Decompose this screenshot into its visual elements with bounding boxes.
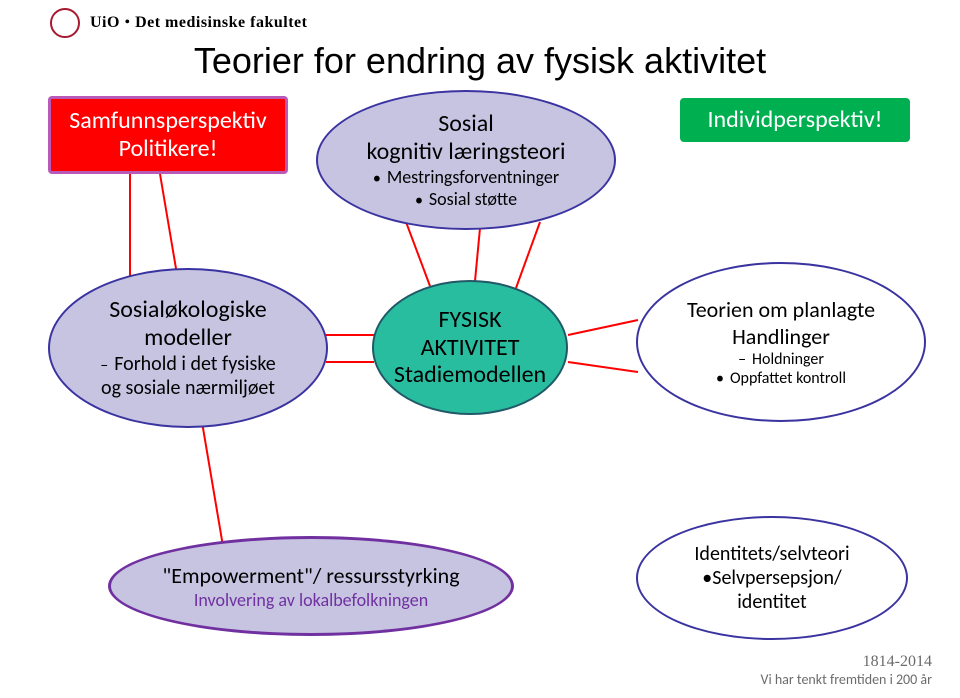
- node-fysisk-aktivitet: FYSISK AKTIVITET Stadiemodellen: [372, 280, 568, 415]
- text: Handlinger: [732, 323, 830, 350]
- node-sosialokologiske: Sosialøkologiske modeller –Forhold i det…: [48, 268, 328, 428]
- node-samfunnsperspektiv: Samfunnsperspektiv Politikere!: [48, 96, 288, 174]
- node-identitet: Identitets/selvteori •Selvpersepsjon/ id…: [636, 516, 908, 640]
- node-planlagte-handlinger: Teorien om planlagte Handlinger –Holdnin…: [636, 262, 926, 422]
- footer: 1814-2014 Vi har tenkt fremtiden i 200 å…: [761, 653, 933, 688]
- text: Sosialøkologiske: [109, 296, 266, 324]
- dash-icon: –: [738, 350, 746, 369]
- node-sosial-kognitiv: Sosial kognitiv læringsteori • Mestringsf…: [316, 90, 616, 230]
- text: Samfunnsperspektiv: [69, 107, 267, 135]
- text: modeller: [144, 324, 232, 352]
- text: og sosiale nærmiljøet: [101, 376, 275, 400]
- text: Sosial støtte: [429, 188, 517, 210]
- header: UiO • Det medisinske fakultet: [50, 8, 307, 38]
- text: "Empowerment"/ ressursstyrking: [162, 562, 459, 589]
- text: •Selvpersepsjon/: [702, 566, 841, 590]
- text: Forhold i det fysiske: [114, 352, 276, 376]
- slide-title: Teorier for endring av fysisk aktivitet: [0, 40, 960, 82]
- text: Involvering av lokalbefolkningen: [194, 589, 428, 611]
- text: Politikere!: [119, 135, 218, 163]
- footer-year-range: 1814-2014: [761, 653, 933, 671]
- institution-label: UiO • Det medisinske fakultet: [90, 14, 307, 32]
- text: Oppfattet kontroll: [730, 369, 846, 388]
- text: kognitiv læringsteori: [366, 138, 565, 166]
- dash-icon: –: [100, 356, 108, 375]
- bullet-icon: •: [716, 369, 724, 388]
- bullet-icon: •: [415, 191, 423, 210]
- footer-tagline: Vi har tenkt fremtiden i 200 år: [761, 671, 933, 688]
- text: identitet: [737, 590, 807, 614]
- institution-seal-icon: [50, 8, 80, 38]
- node-individperspektiv: Individperspektiv!: [680, 98, 910, 142]
- text: Stadiemodellen: [394, 361, 546, 389]
- text: Sosial: [438, 110, 494, 138]
- text: AKTIVITET: [421, 334, 520, 362]
- text: FYSISK: [438, 306, 501, 334]
- text: Holdninger: [752, 350, 824, 369]
- bullet-icon: •: [373, 169, 381, 188]
- text: Identitets/selvteori: [694, 542, 849, 566]
- text: Mestringsforventninger: [387, 166, 559, 188]
- text: Teorien om planlagte: [687, 296, 875, 323]
- institution-dept: Det medisinske fakultet: [135, 14, 307, 31]
- text: Individperspektiv!: [708, 106, 883, 134]
- node-empowerment: "Empowerment"/ ressursstyrking Involveri…: [108, 536, 514, 636]
- institution-abbr: UiO: [90, 14, 120, 31]
- separator-dot-icon: •: [124, 14, 130, 31]
